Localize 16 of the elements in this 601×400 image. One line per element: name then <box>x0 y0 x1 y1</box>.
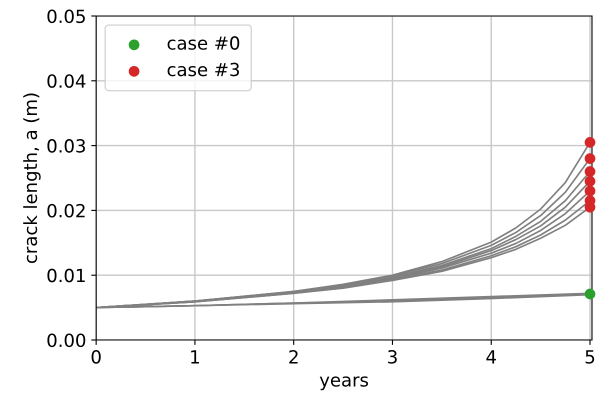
y-tick-label: 0.00 <box>47 333 86 348</box>
x-tick-label: 5 <box>586 350 594 364</box>
y-tick-label: 0.02 <box>47 204 85 218</box>
x-axis-title: years <box>320 376 368 390</box>
y-tick-label: 0.04 <box>47 74 86 88</box>
y-tick-label: 0.01 <box>47 268 85 282</box>
y-axis-title: crack length, a (m) <box>23 94 41 264</box>
x-tick-label: 3 <box>388 350 397 364</box>
x-tick-label: 2 <box>289 350 298 364</box>
y-tick-label: 0.05 <box>47 9 85 24</box>
legend-label: case #3 <box>168 62 239 76</box>
x-tick-label: 4 <box>486 350 496 364</box>
x-tick-label: 0 <box>92 350 101 364</box>
legend-label: case #0 <box>168 36 240 50</box>
y-tick-label: 0.03 <box>47 139 85 153</box>
x-tick-label: 1 <box>191 350 200 364</box>
